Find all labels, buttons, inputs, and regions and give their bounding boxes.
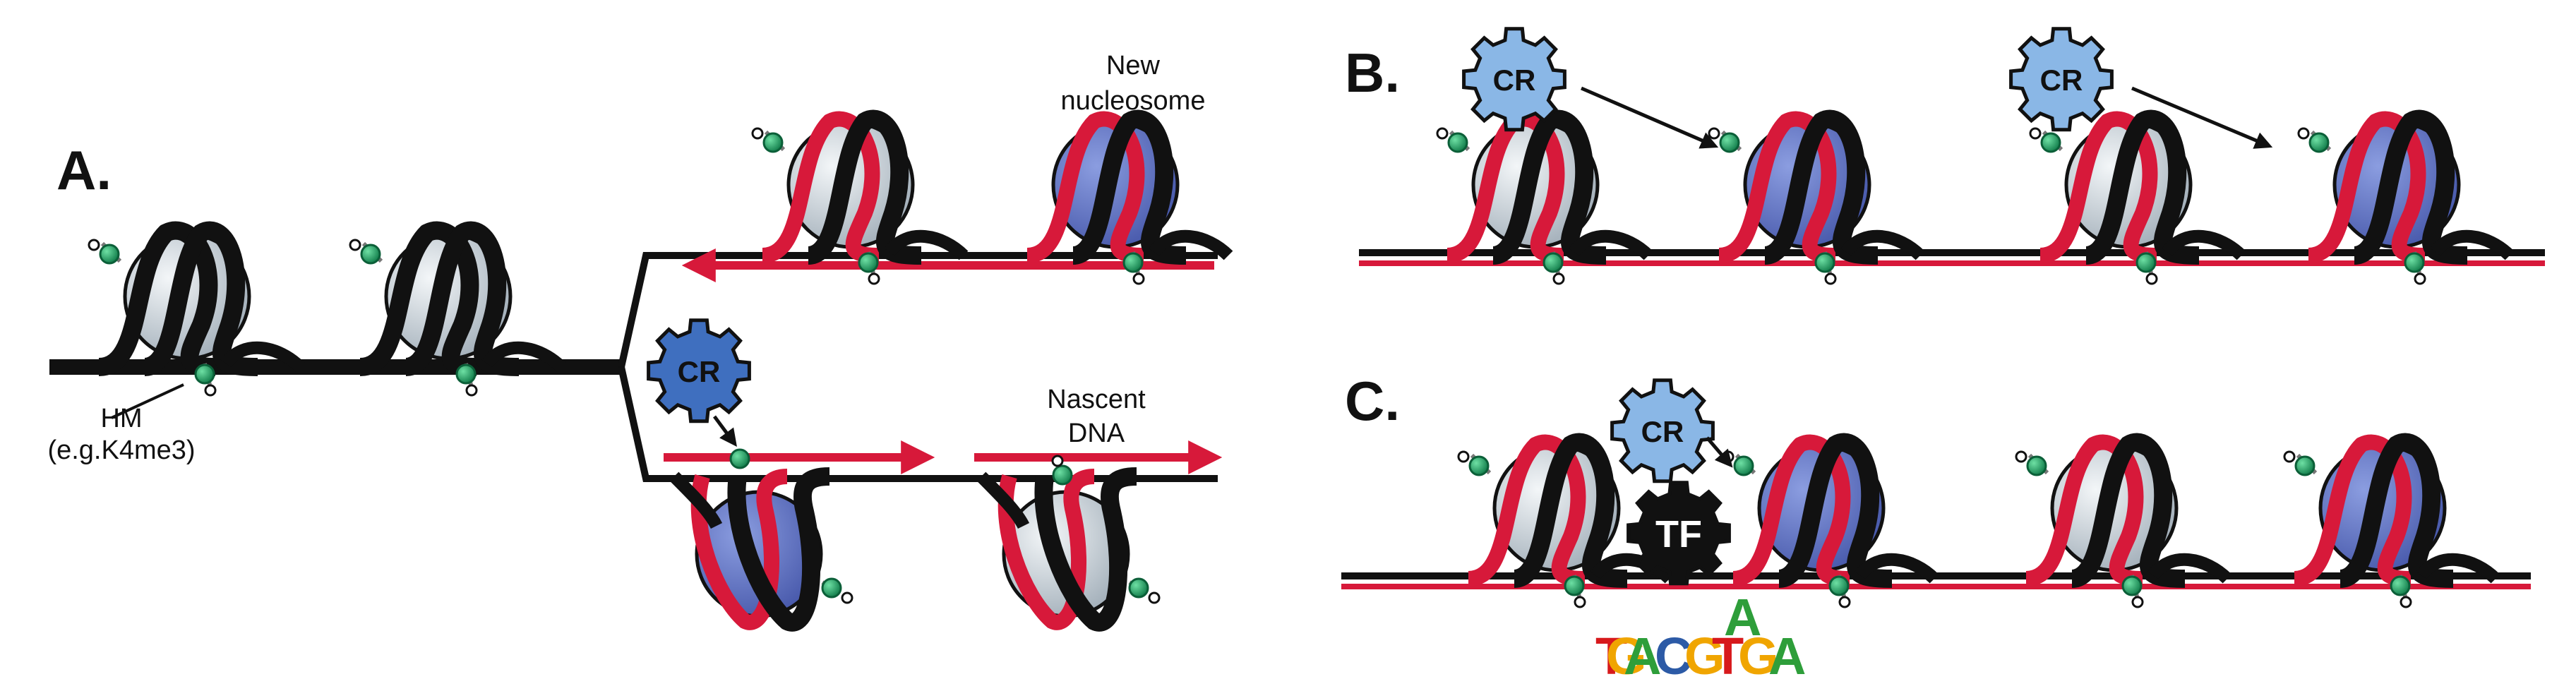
- panel-a: A.: [47, 51, 1233, 632]
- new-nucleosome-label-line2: nucleosome: [1061, 86, 1206, 116]
- nucleosome-new: [2283, 433, 2500, 608]
- nucleosome-new: [1708, 109, 1925, 285]
- nucleosome-old: [1436, 109, 1653, 285]
- cr-label: CR: [1493, 64, 1536, 97]
- motif-letter: A: [1724, 588, 1761, 647]
- motif-letter: A: [1624, 627, 1661, 685]
- nascent-dna-label-line1: Nascent: [1047, 385, 1146, 414]
- tf-gear: TF: [1627, 481, 1731, 586]
- panel-c: C.: [1341, 370, 2531, 685]
- nucleosome-old: [2015, 433, 2232, 608]
- tf-label: TF: [1655, 513, 1702, 555]
- nucleosome-old: [751, 109, 969, 285]
- nucleosome-old: [349, 221, 566, 397]
- motif-letter: G: [1606, 627, 1647, 685]
- nucleosome-new: [669, 467, 853, 632]
- cr-recruit-arrow: [1581, 86, 1719, 149]
- fork-bottom-strand: [618, 366, 1218, 482]
- panel-a-letter: A.: [56, 139, 112, 201]
- cr-gear: CR: [1462, 27, 1566, 132]
- motif-letter: T: [1595, 627, 1627, 685]
- cr-label: CR: [2040, 64, 2083, 97]
- nucleosome-old: [88, 221, 305, 397]
- new-nucleosome-label-line1: New: [1106, 51, 1161, 80]
- hm-label-line1: HM: [100, 404, 142, 433]
- hm-mark-on-nascent: [729, 448, 750, 469]
- nascent-dna-label-line2: DNA: [1068, 419, 1125, 448]
- nucleosome-old: [2029, 109, 2246, 285]
- motif-letter: T: [1712, 627, 1744, 685]
- cr-recruit-arrow: [712, 415, 737, 447]
- cr-label: CR: [678, 355, 721, 388]
- panel-b-letter: B.: [1345, 42, 1400, 104]
- cr-gear: CR: [647, 318, 751, 423]
- nucleosome-new: [1026, 109, 1233, 285]
- motif-letter: C: [1655, 627, 1692, 685]
- nucleosome-new: [2297, 109, 2515, 285]
- motif-letter: G: [1684, 627, 1725, 685]
- hm-pointer: [111, 383, 184, 419]
- nucleosome-new: [1722, 433, 1939, 608]
- cr-recruit-arrow: [1706, 436, 1733, 468]
- cr-label: CR: [1641, 415, 1684, 448]
- cr-recruit-arrow: [2131, 86, 2273, 149]
- panel-c-letter: C.: [1345, 370, 1400, 432]
- cr-gear: CR: [1610, 378, 1715, 483]
- cr-gear: CR: [2009, 27, 2114, 132]
- motif-logo: T G A C G T G A A: [1595, 588, 1806, 685]
- nucleosome-old: [976, 455, 1161, 632]
- hm-label-line2: (e.g.K4me3): [47, 435, 195, 465]
- panel-b: B.: [1345, 27, 2545, 285]
- motif-letter: G: [1738, 627, 1779, 685]
- nucleosome-old: [1457, 433, 1675, 608]
- motif-letter: A: [1768, 627, 1806, 685]
